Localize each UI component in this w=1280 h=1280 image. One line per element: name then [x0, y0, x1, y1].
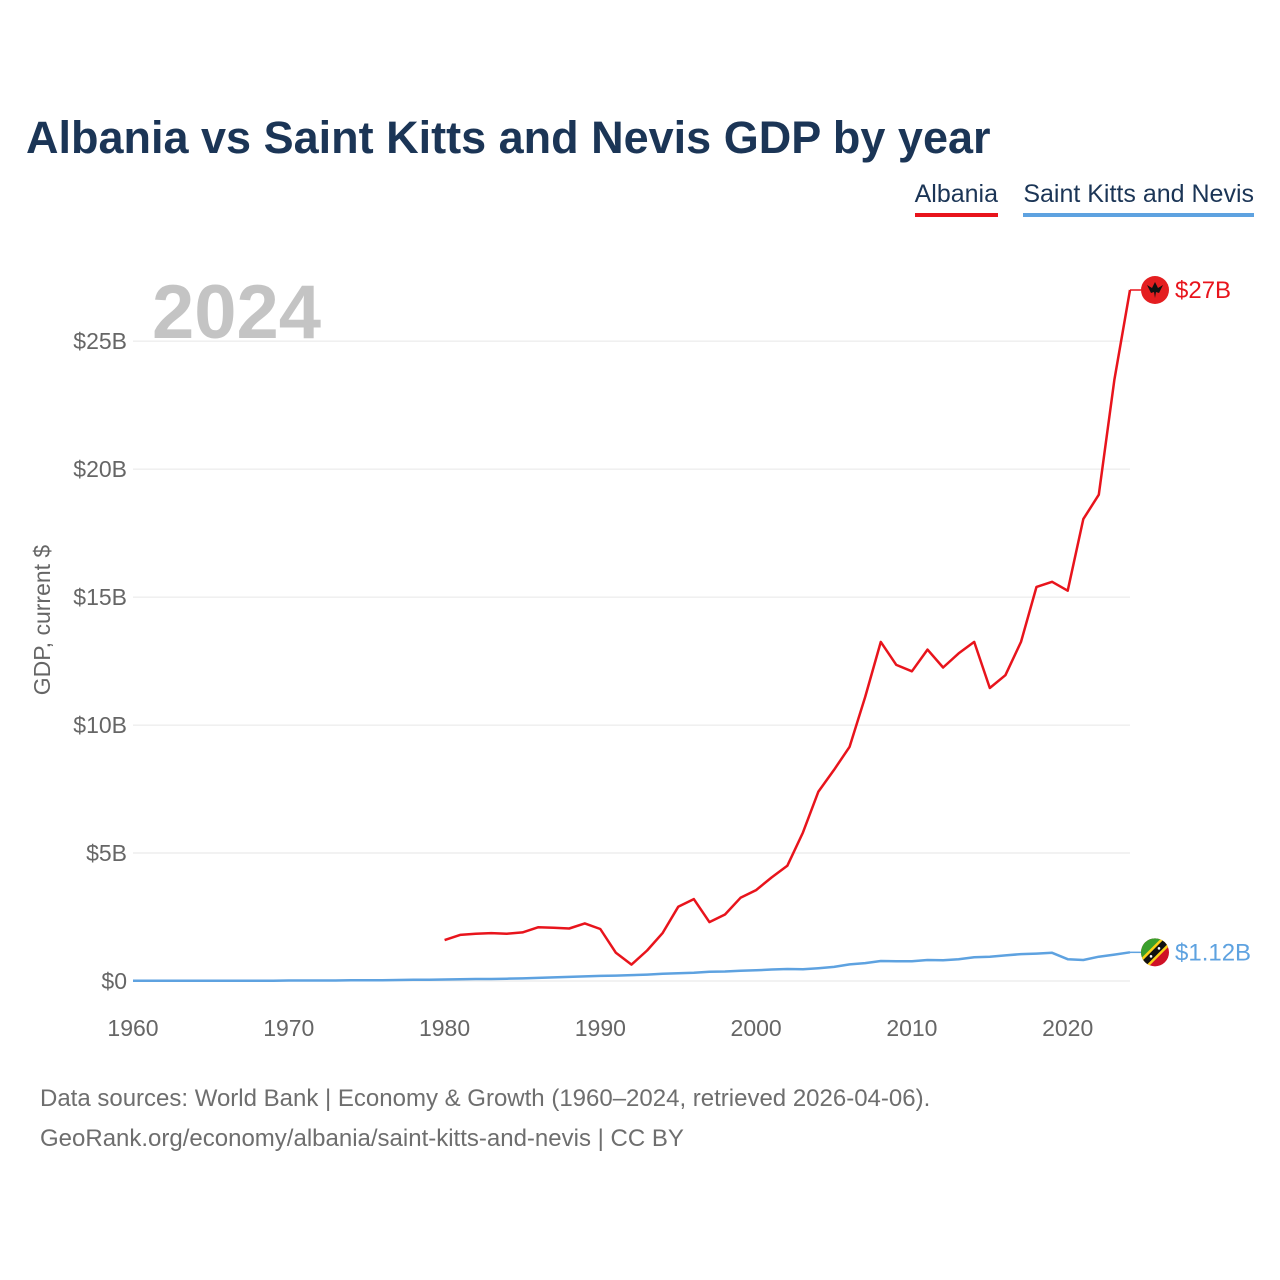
end-value-label-saint-kitts-and-nevis: $1.12B	[1175, 939, 1251, 966]
y-tick-label: $10B	[73, 712, 127, 738]
x-tick-label: 1970	[263, 1015, 314, 1041]
x-tick-label: 1990	[575, 1015, 626, 1041]
data-source-note: Data sources: World Bank | Economy & Gro…	[40, 1085, 931, 1112]
credit-link[interactable]: GeoRank.org/economy/albania/saint-kitts-…	[40, 1125, 684, 1152]
y-tick-label: $25B	[73, 328, 127, 354]
x-tick-label: 2020	[1042, 1015, 1093, 1041]
legend-item-albania[interactable]: Albania	[914, 180, 998, 217]
series-line-saint-kitts-and-nevis[interactable]	[133, 951, 1131, 982]
end-value-label-albania: $27B	[1175, 277, 1231, 304]
chart-title: Albania vs Saint Kitts and Nevis GDP by …	[26, 112, 991, 163]
year-watermark: 2024	[152, 270, 321, 355]
series-line-albania[interactable]	[444, 289, 1132, 966]
y-tick-label: $15B	[73, 584, 127, 610]
flag-saint-kitts-and-nevis-icon	[1141, 938, 1169, 967]
x-tick-label: 2010	[886, 1015, 937, 1041]
x-tick-label: 1980	[419, 1015, 470, 1041]
gdp-line-chart: 2024 $0 $5B $10B $15B $20B $25B 1960 1970 1980 1…	[29, 270, 1251, 1041]
legend-item-saint-kitts-and-nevis[interactable]: Saint Kitts and Nevis	[1023, 180, 1254, 217]
y-axis-label: GDP, current $	[29, 545, 55, 696]
y-tick-label: $5B	[86, 840, 127, 866]
x-tick-label: 2000	[731, 1015, 782, 1041]
flag-albania-icon	[1141, 276, 1169, 304]
y-tick-label: $20B	[73, 456, 127, 482]
y-tick-label: $0	[101, 968, 127, 994]
x-tick-label: 1960	[107, 1015, 158, 1041]
